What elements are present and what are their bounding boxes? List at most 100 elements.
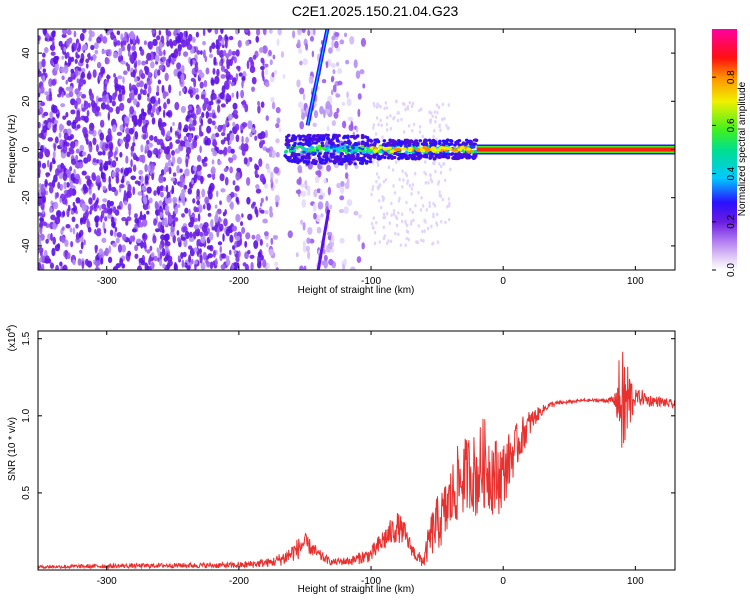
spectrogram-noise-cell <box>389 239 393 244</box>
spectrogram-noise-cell <box>233 265 238 270</box>
spectrogram-noise-cell <box>240 100 247 105</box>
figure-title: C2E1.2025.150.21.04.G23 <box>292 3 459 19</box>
spectrogram-noise-cell <box>102 150 106 156</box>
spectrogram-noise-cell <box>295 189 302 195</box>
spectrogram-signal-cell <box>387 155 391 159</box>
spectrogram-noise-cell <box>259 238 263 246</box>
spectrogram-signal-cell <box>362 141 367 145</box>
spectrogram-noise-cell <box>49 111 54 119</box>
spectrogram-noise-cell <box>176 62 182 70</box>
spectrogram-noise-cell <box>159 211 164 219</box>
spectrogram-noise-cell <box>188 105 193 111</box>
spectrogram-signal-cell <box>393 140 398 144</box>
spectrogram-noise-cell <box>195 194 201 201</box>
spectrogram-noise-cell <box>252 54 257 60</box>
spectrogram-peak-cell <box>425 147 431 151</box>
spectrogram-noise-cell <box>249 132 253 138</box>
spectrogram-noise-cell <box>384 177 388 182</box>
spectrogram-noise-cell <box>394 231 397 236</box>
spectrogram-signal-cell <box>372 153 376 157</box>
spectrogram-peak-cell <box>452 148 458 152</box>
spectrogram-noise-cell <box>163 257 168 262</box>
spectrogram-noise-cell <box>336 182 341 189</box>
spectrogram-noise-cell <box>96 227 101 233</box>
spectrogram-noise-cell <box>39 226 43 235</box>
spectrogram-noise-cell <box>107 208 113 215</box>
spectrogram-noise-cell <box>53 143 56 152</box>
spectrogram-signal-cell <box>297 134 301 138</box>
spectrogram-noise-cell <box>392 184 395 188</box>
snr-y-tick-label: 0.5 <box>21 486 32 500</box>
spectrogram-noise-cell <box>48 78 53 87</box>
spectrogram-noise-cell <box>42 68 47 73</box>
spectrogram-noise-cell <box>76 232 79 241</box>
spectrogram-noise-cell <box>151 117 156 125</box>
spectrogram-signal-cell <box>307 156 311 160</box>
spectrogram-noise-cell <box>61 226 65 231</box>
spectrogram-noise-cell <box>360 37 367 47</box>
spectrogram-noise-cell <box>255 188 262 194</box>
spectrogram-signal-cell <box>333 144 337 148</box>
spectrogram-noise-cell <box>44 255 50 264</box>
spectrogram-noise-cell <box>196 188 200 197</box>
spectrogram-signal-cell <box>360 133 365 138</box>
spectrogram-noise-cell <box>173 261 177 270</box>
spectrogram-noise-cell <box>330 234 335 243</box>
spectrogram-noise-cell <box>382 179 386 184</box>
spectrogram-noise-cell <box>129 54 134 63</box>
spectrogram-noise-cell <box>143 65 148 72</box>
spectrogram-noise-cell <box>230 191 235 198</box>
spectrogram-noise-cell <box>206 202 211 211</box>
spectrogram-noise-cell <box>208 231 214 241</box>
spectrogram-signal-cell <box>326 157 330 161</box>
spectrogram-noise-cell <box>447 197 451 201</box>
spectrogram-noise-cell <box>221 85 226 94</box>
spectrogram-noise-cell <box>74 141 79 147</box>
spectrogram-noise-cell <box>378 183 382 187</box>
spectrogram-noise-cell <box>155 228 160 233</box>
spectrogram-noise-cell <box>207 118 213 125</box>
spectrogram-noise-cell <box>229 133 235 141</box>
spectrogram-noise-cell <box>78 67 82 72</box>
spectrogram-noise-cell <box>280 51 285 58</box>
spectrogram-noise-cell <box>220 188 226 193</box>
spectrogram-noise-cell <box>431 242 434 246</box>
spectrogram-noise-cell <box>61 91 64 98</box>
spectrogram-noise-cell <box>143 89 147 96</box>
spectrogram-y-tick-label: 0 <box>21 146 32 152</box>
spectrogram-noise-cell <box>230 148 235 154</box>
spectrogram-noise-cell <box>440 219 443 224</box>
spectrogram-signal-cell <box>349 150 354 154</box>
spectrogram-noise-cell <box>96 36 102 44</box>
spectrogram-noise-cell <box>199 231 204 237</box>
spectrogram-noise-cell <box>59 66 65 73</box>
spectrogram-signal-cell <box>453 156 457 160</box>
spectrogram-signal-cell <box>348 155 352 159</box>
spectrogram-noise-cell <box>392 209 396 213</box>
spectrogram-noise-cell <box>95 175 101 183</box>
spectrogram-noise-cell <box>337 68 343 75</box>
spectrogram-noise-cell <box>265 115 269 122</box>
spectrogram-noise-cell <box>131 45 136 52</box>
spectrogram-noise-cell <box>208 53 214 59</box>
spectrogram-noise-cell <box>224 208 227 216</box>
spectrogram-noise-cell <box>38 160 42 169</box>
spectrogram-noise-cell <box>127 43 131 52</box>
spectrogram-noise-cell <box>139 214 145 221</box>
spectrogram-noise-cell <box>163 217 168 226</box>
spectrogram-noise-cell <box>53 174 58 183</box>
spectrogram-noise-cell <box>138 221 144 228</box>
spectrogram-signal-cell <box>323 152 327 156</box>
spectrogram-noise-cell <box>52 55 59 65</box>
spectrogram-noise-cell <box>128 127 134 135</box>
spectrogram-noise-cell <box>306 190 311 196</box>
spectrogram-noise-cell <box>237 39 242 48</box>
spectrogram-noise-cell <box>396 111 400 115</box>
spectrogram-noise-cell <box>170 57 175 65</box>
spectrogram-noise-cell <box>246 60 250 70</box>
spectrogram-signal-cell <box>353 162 357 166</box>
spectrogram-noise-cell <box>240 89 245 99</box>
spectrogram-noise-cell <box>325 61 329 69</box>
spectrogram-signal-cell <box>336 150 341 154</box>
spectrogram-noise-cell <box>144 149 147 154</box>
